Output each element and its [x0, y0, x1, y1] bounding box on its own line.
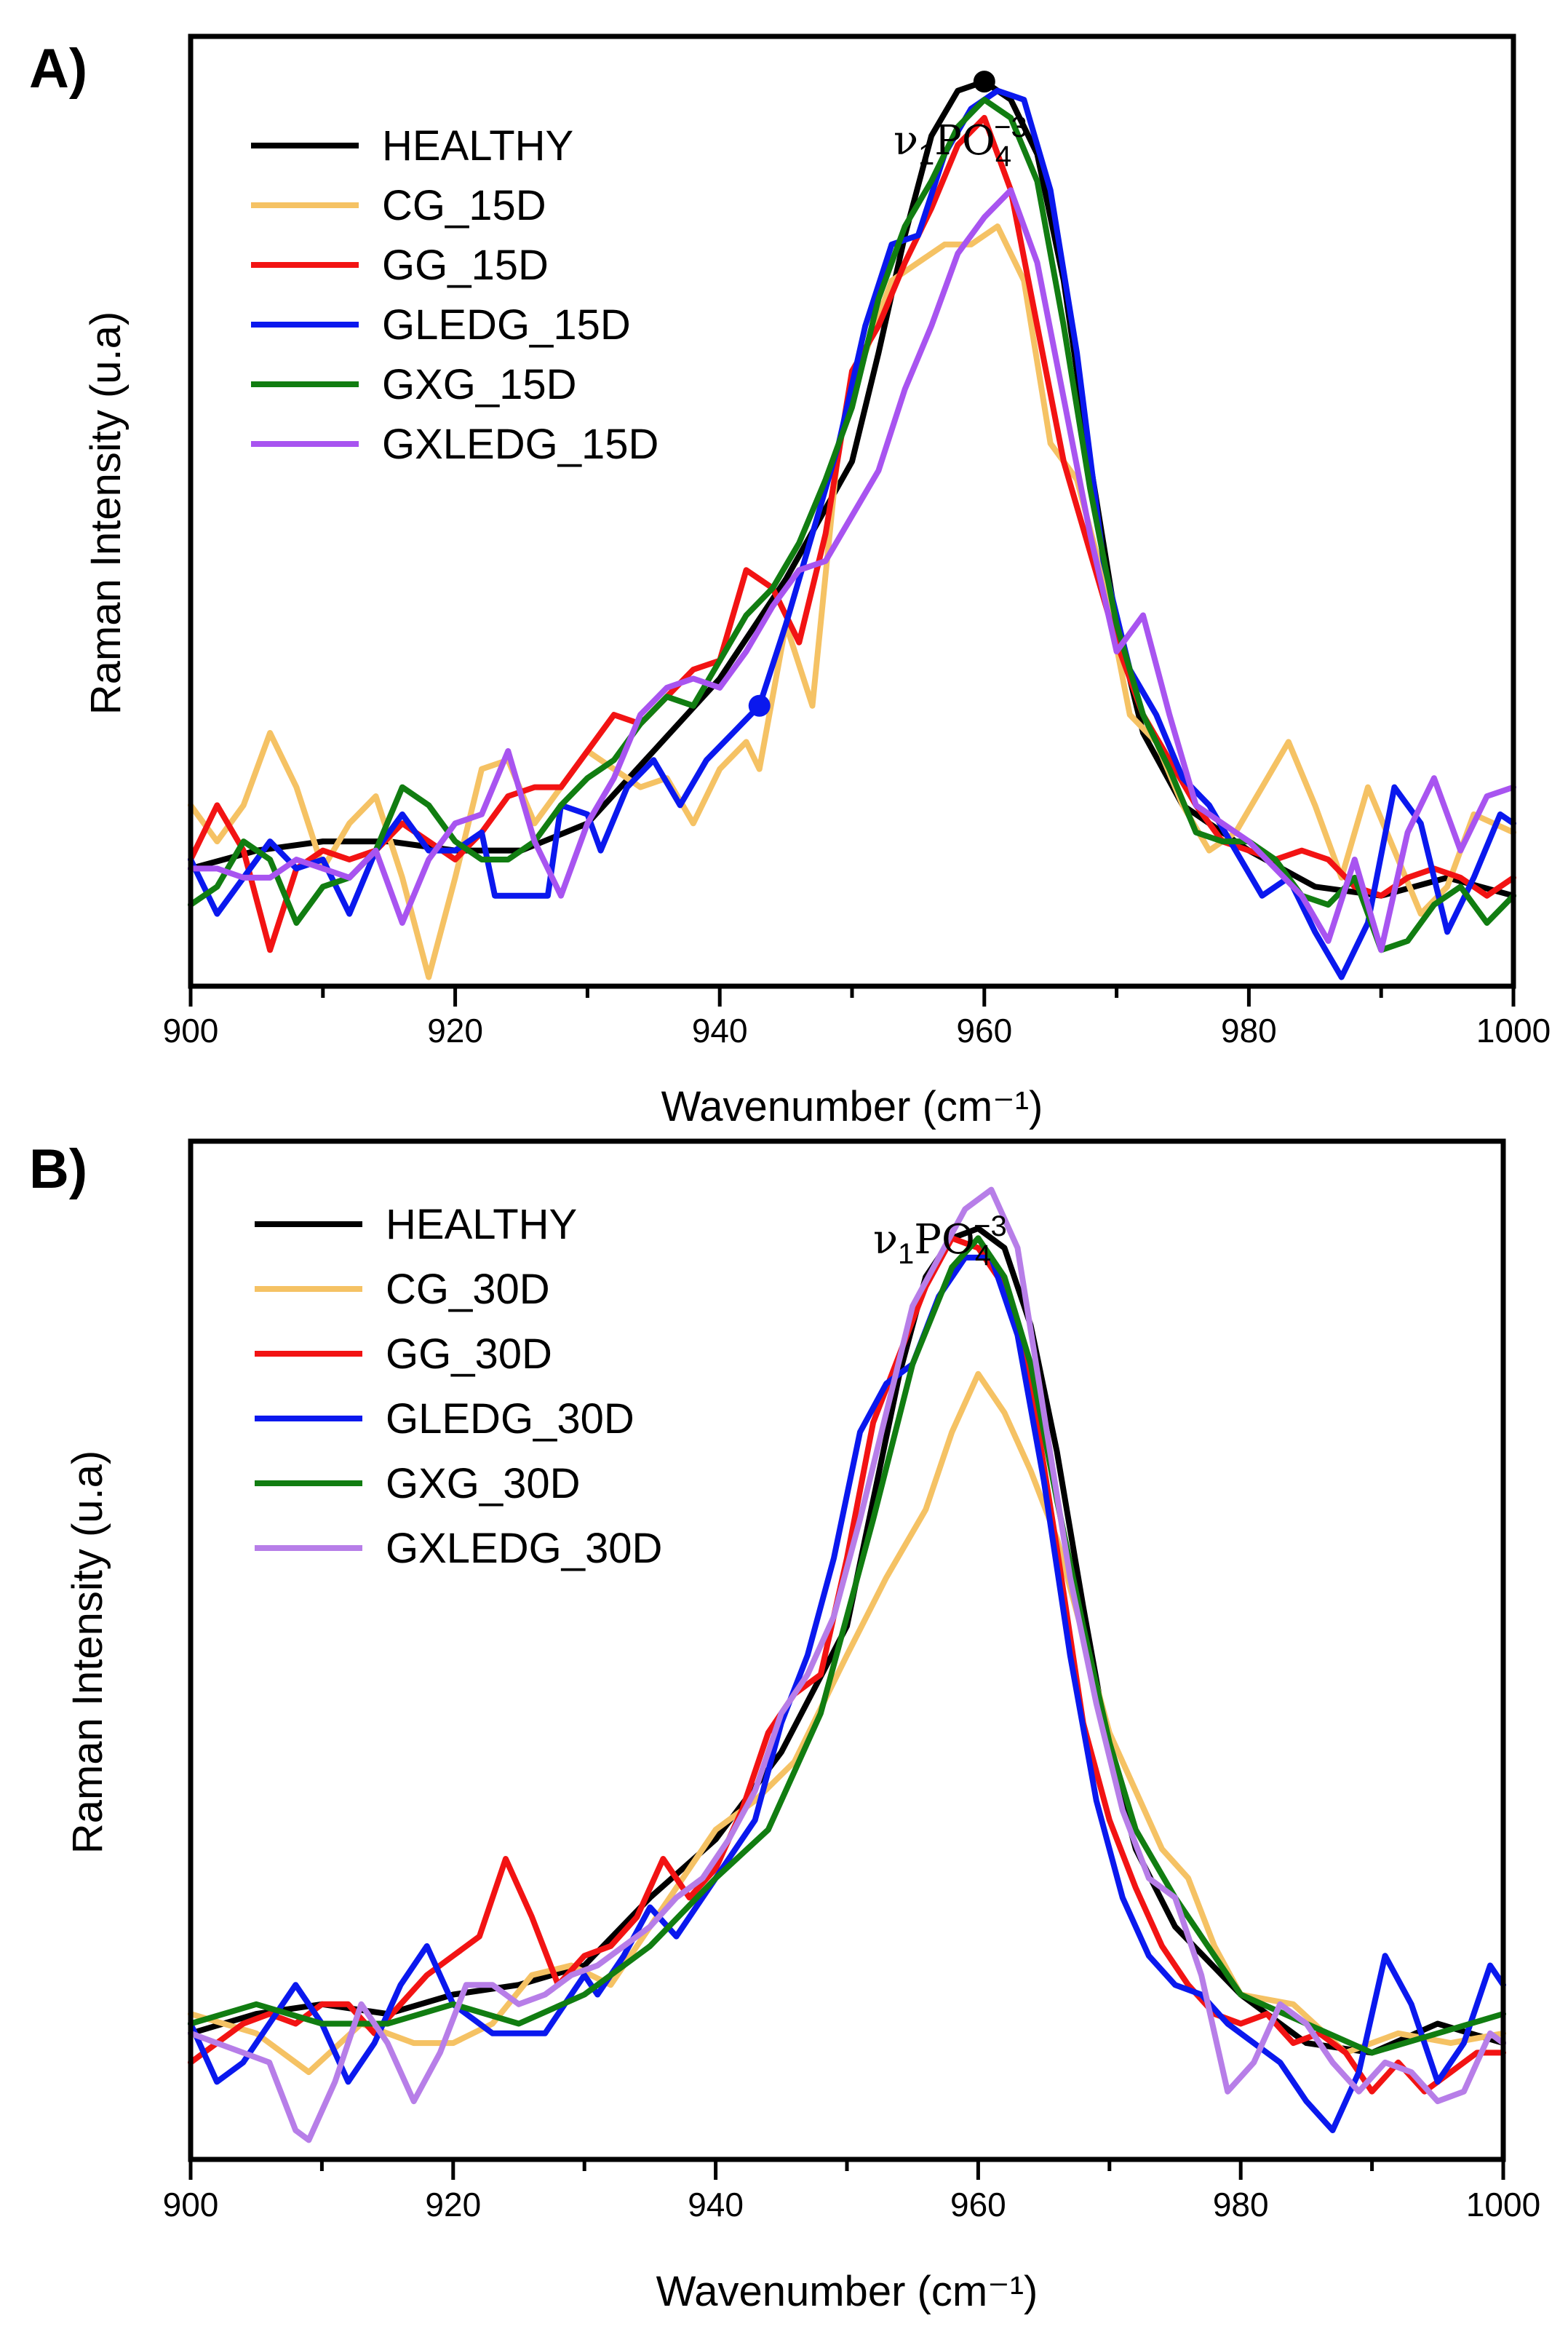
legend-label-gg-15d: GG_15D	[382, 242, 549, 289]
panel-b-series	[188, 1186, 1506, 2143]
charge-superscript: −3	[994, 111, 1027, 143]
series-line-gxledg-30d	[188, 1186, 1506, 2143]
legend-label-gg-30d: GG_30D	[386, 1330, 552, 1378]
x-tick-label-900: 900	[163, 2186, 219, 2223]
panel-label-a: A)	[29, 38, 87, 100]
legend-label-gxledg-15d: GXLEDG_15D	[382, 421, 658, 468]
panel-a-series	[188, 79, 1516, 980]
charge-superscript: −3	[974, 1210, 1007, 1242]
panel-a-peak-annotation: ν1PO4−3	[894, 111, 1027, 172]
panel-label-b: B)	[29, 1138, 87, 1200]
panel-b-legend: HEALTHY CG_30D GG_30D GLEDG_30D GXG_30D GXLED…	[255, 1201, 662, 1572]
series-line-gxg-30d	[188, 1235, 1506, 2056]
legend-label-gledg-15d: GLEDG_15D	[382, 301, 631, 349]
x-tick-label-960: 960	[950, 2186, 1006, 2223]
nu-subscript: 1	[918, 139, 934, 171]
panel-b: B) 900 920 940 960 980 1000 Wavenumber (cm⁻¹)…	[29, 1138, 1540, 2315]
x-tick-label-980: 980	[1221, 1012, 1277, 1050]
species-label: PO	[914, 1216, 975, 1263]
legend-label-gxg-30d: GXG_30D	[386, 1460, 581, 1507]
species-subscript: 4	[975, 1239, 991, 1271]
x-tick-label-1000: 1000	[1466, 2186, 1540, 2223]
marker-gledg-15d	[748, 694, 771, 717]
panel-b-x-ticks: 900 920 940 960 980 1000	[163, 2159, 1540, 2223]
legend-label-cg-15d: CG_15D	[382, 182, 546, 229]
panel-a: A) 900 920 940 960 980 1000 Wavenumber (cm⁻¹)…	[29, 33, 1551, 1130]
nu-symbol: ν	[894, 117, 918, 164]
series-line-gxledg-15d	[188, 187, 1516, 953]
x-tick-label-920: 920	[427, 1012, 483, 1050]
panel-a-legend: HEALTHY CG_15D GG_15D GLEDG_15D GXG_15D GXLED…	[251, 122, 658, 468]
panel-a-x-ticks: 900 920 940 960 980 1000	[163, 986, 1551, 1050]
series-line-gledg-30d	[188, 1254, 1506, 2133]
x-tick-label-980: 980	[1213, 2186, 1269, 2223]
nu-symbol: ν	[873, 1216, 898, 1263]
x-tick-label-940: 940	[688, 2186, 744, 2223]
panel-b-y-axis-title: Raman Intensity (u.a)	[64, 1451, 111, 1854]
marker-healthy	[973, 71, 995, 93]
panel-b-peak-annotation: ν1PO4−3	[873, 1210, 1007, 1271]
x-tick-label-900: 900	[163, 1012, 219, 1050]
species-subscript: 4	[995, 140, 1011, 172]
x-tick-label-960: 960	[956, 1012, 1012, 1050]
x-tick-label-940: 940	[692, 1012, 748, 1050]
panel-a-y-axis-title: Raman Intensity (u.a)	[82, 312, 130, 715]
legend-label-gxg-15d: GXG_15D	[382, 361, 577, 408]
x-tick-label-920: 920	[425, 2186, 481, 2223]
panel-b-x-axis-title: Wavenumber (cm⁻¹)	[656, 2268, 1038, 2315]
species-label: PO	[934, 117, 995, 164]
x-tick-label-1000: 1000	[1476, 1012, 1551, 1050]
panel-a-markers	[748, 71, 995, 717]
legend-label-gledg-30d: GLEDG_30D	[386, 1395, 634, 1443]
panel-a-x-axis-title: Wavenumber (cm⁻¹)	[661, 1083, 1043, 1130]
legend-label-cg-30d: CG_30D	[386, 1266, 550, 1313]
legend-label-healthy: HEALTHY	[386, 1201, 577, 1248]
legend-label-gxledg-30d: GXLEDG_30D	[386, 1525, 662, 1572]
nu-subscript: 1	[898, 1238, 914, 1270]
legend-label-healthy: HEALTHY	[382, 122, 573, 170]
